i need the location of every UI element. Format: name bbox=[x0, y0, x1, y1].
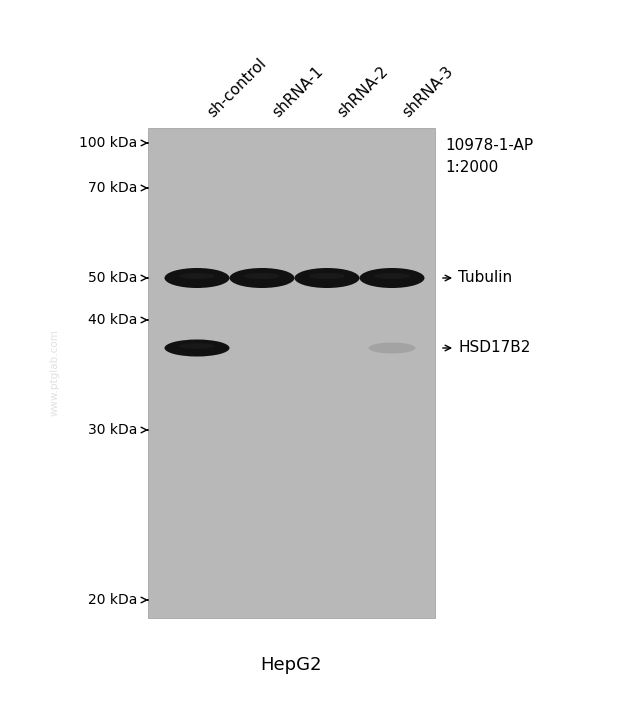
Text: 50 kDa: 50 kDa bbox=[88, 271, 137, 285]
Text: 40 kDa: 40 kDa bbox=[88, 313, 137, 327]
Text: 100 kDa: 100 kDa bbox=[79, 136, 137, 150]
Ellipse shape bbox=[179, 273, 215, 279]
Text: HepG2: HepG2 bbox=[260, 656, 323, 674]
Text: sh-control: sh-control bbox=[205, 55, 269, 120]
Ellipse shape bbox=[294, 268, 360, 288]
Text: 10978-1-AP: 10978-1-AP bbox=[445, 138, 533, 153]
Text: HSD17B2: HSD17B2 bbox=[458, 341, 531, 356]
Ellipse shape bbox=[164, 268, 230, 288]
Text: www.ptglab.com: www.ptglab.com bbox=[50, 330, 60, 416]
Ellipse shape bbox=[369, 343, 415, 354]
Text: 20 kDa: 20 kDa bbox=[88, 593, 137, 607]
Text: 1:2000: 1:2000 bbox=[445, 160, 499, 175]
Text: shRNA-2: shRNA-2 bbox=[335, 63, 392, 120]
Ellipse shape bbox=[309, 273, 345, 279]
Text: shRNA-3: shRNA-3 bbox=[400, 63, 456, 120]
Ellipse shape bbox=[179, 343, 215, 348]
Ellipse shape bbox=[164, 340, 230, 356]
Text: shRNA-1: shRNA-1 bbox=[270, 63, 326, 120]
Bar bbox=[148, 128, 435, 618]
Text: 30 kDa: 30 kDa bbox=[88, 423, 137, 437]
Text: 70 kDa: 70 kDa bbox=[88, 181, 137, 195]
Ellipse shape bbox=[360, 268, 424, 288]
Text: Tubulin: Tubulin bbox=[458, 271, 512, 286]
Ellipse shape bbox=[374, 273, 410, 279]
Ellipse shape bbox=[244, 273, 280, 279]
Ellipse shape bbox=[230, 268, 294, 288]
